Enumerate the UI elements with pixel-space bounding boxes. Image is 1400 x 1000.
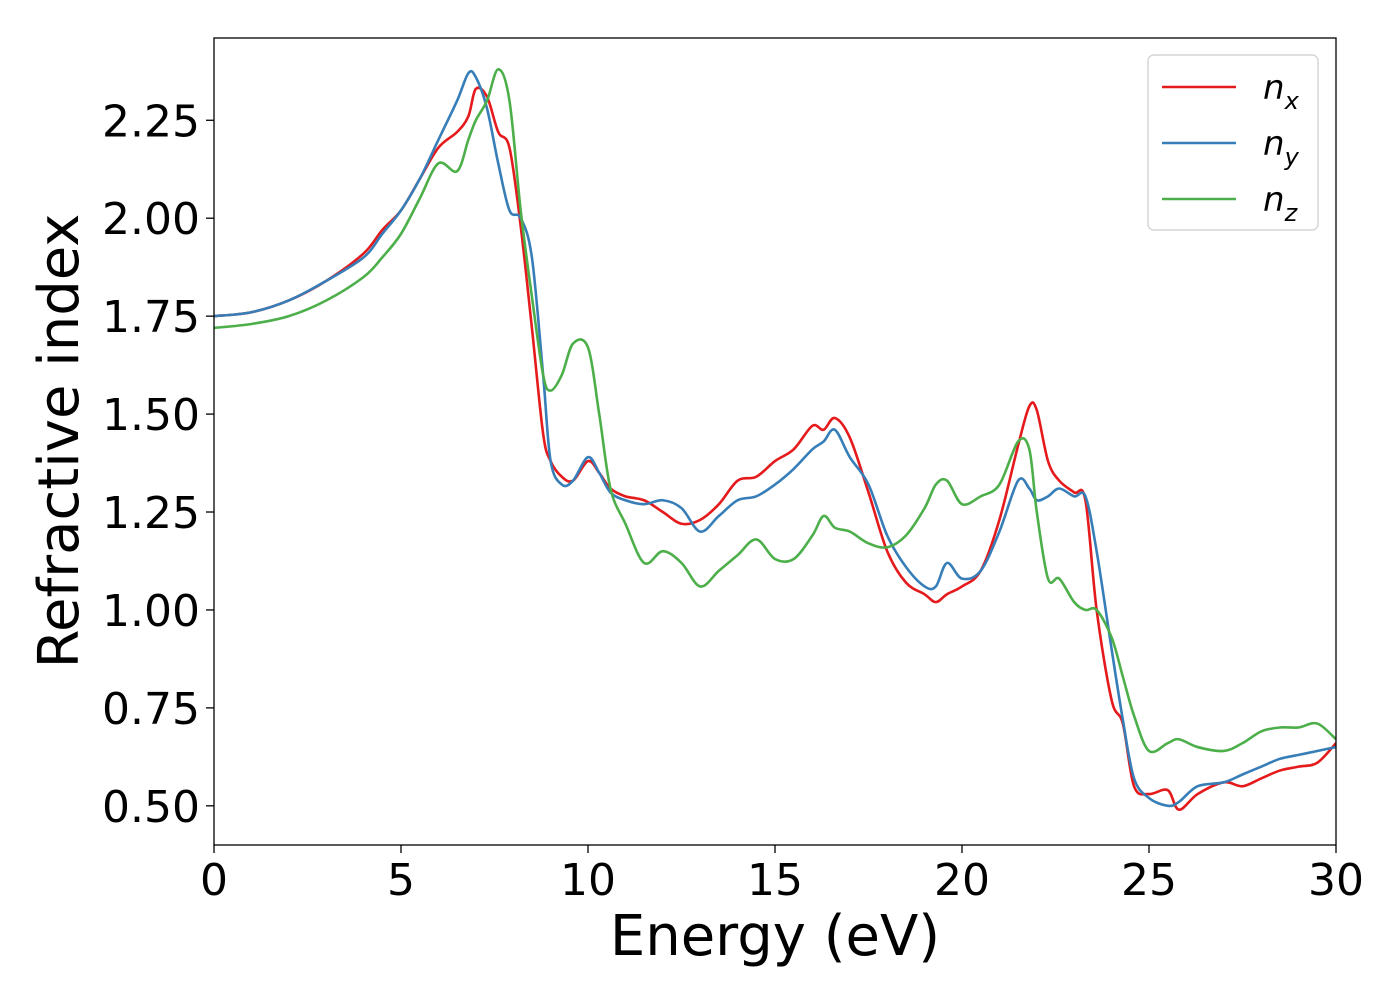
legend: nx ny nz [1147,54,1319,231]
legend-label-n-y: ny [1263,124,1300,171]
y-tick-label: 1.50 [102,390,200,441]
x-tick-label: 30 [1308,855,1364,906]
x-tick-label: 15 [747,855,803,906]
x-tick-label: 5 [387,855,415,906]
x-tick-label: 25 [1121,855,1177,906]
y-tick-label: 1.25 [102,488,200,539]
y-tick-label: 1.00 [102,586,200,637]
x-axis: 0 5 10 15 20 25 30 [200,845,1364,906]
legend-label-n-x: nx [1263,68,1300,115]
y-tick-label: 0.50 [102,782,200,833]
y-axis: 0.50 0.75 1.00 1.25 1.50 1.75 2.00 2.25 [102,96,214,833]
x-tick-label: 20 [934,855,990,906]
y-tick-label: 0.75 [102,684,200,735]
series-line-n-y [214,69,1336,808]
x-tick-label: 0 [200,855,228,906]
y-tick-label: 1.75 [102,292,200,343]
series-line-n-z [214,68,1336,754]
series-layer [214,68,1336,812]
x-axis-label: Energy (eV) [610,904,940,969]
x-tick-label: 10 [560,855,616,906]
y-axis-label: Refractive index [27,214,92,669]
y-tick-label: 2.25 [102,96,200,147]
legend-label-n-z: nz [1263,180,1299,227]
y-tick-label: 2.00 [102,194,200,245]
